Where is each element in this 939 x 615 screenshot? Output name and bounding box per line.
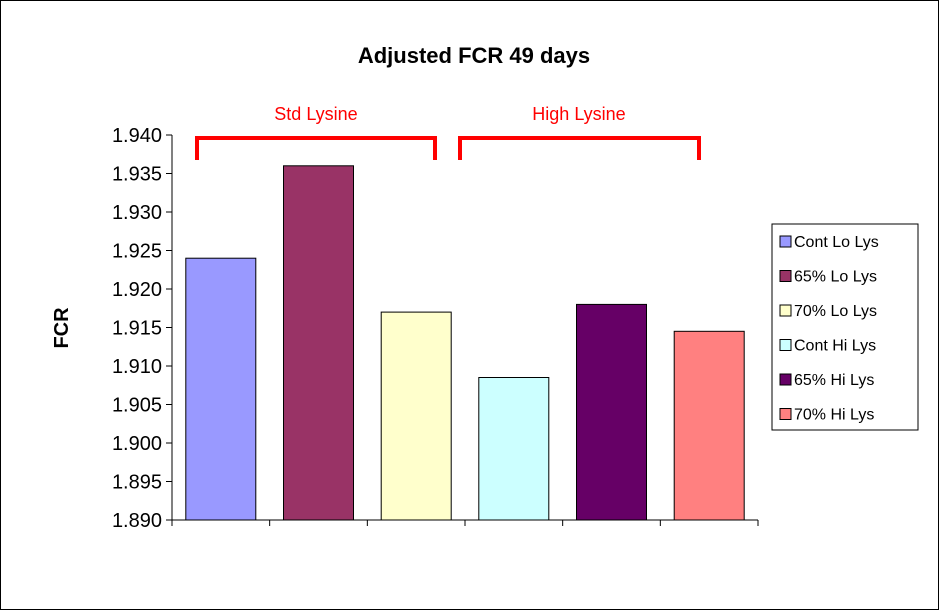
legend-swatch [779, 373, 792, 386]
legend-swatch [779, 270, 792, 282]
bar-6 [673, 330, 745, 521]
y-tick-label: 1.935 [112, 164, 162, 186]
annotation-high-lysine: High Lysine [532, 104, 625, 124]
legend-label: Cont Lo Lys [794, 234, 879, 251]
plot-area [185, 165, 745, 521]
y-tick-label: 1.925 [112, 241, 162, 263]
annotation-std-lysine: Std Lysine [274, 104, 357, 124]
legend-label: 70% Hi Lys [794, 407, 874, 424]
bracket-high-lysine [458, 136, 701, 160]
legend: Cont Lo Lys 65% Lo Lys 70% Lo Lys Cont Hi L… [771, 223, 919, 431]
bar-5 [576, 303, 647, 521]
bar-2 [283, 165, 354, 521]
y-tick-label: 1.910 [112, 356, 162, 378]
y-tick-label: 1.895 [112, 472, 162, 494]
legend-swatch [779, 339, 792, 351]
y-tick-label: 1.920 [112, 279, 162, 301]
y-tick-label: 1.915 [112, 318, 162, 340]
bar-4 [478, 377, 550, 521]
bar-1 [185, 257, 257, 521]
y-axis: 1.940 1.935 1.930 1.925 1.920 1.915 1.910 1.905… [112, 125, 759, 532]
legend-label: 65% Hi Lys [794, 372, 874, 389]
bar-3 [380, 311, 452, 521]
legend-swatch [779, 304, 792, 317]
y-tick-label: 1.930 [112, 202, 162, 224]
chart-title: Adjusted FCR 49 days [358, 43, 590, 68]
y-tick-label: 1.940 [112, 125, 162, 147]
legend-box [771, 223, 919, 431]
legend-label: 65% Lo Lys [794, 269, 877, 286]
bracket-std-lysine [195, 136, 437, 160]
legend-label: Cont Hi Lys [794, 338, 876, 355]
y-axis-label: FCR [51, 307, 73, 349]
y-tick-label: 1.900 [112, 433, 162, 455]
legend-label: 70% Lo Lys [794, 303, 877, 320]
y-tick-label: 1.905 [112, 395, 162, 417]
legend-swatch [779, 235, 792, 248]
y-tick-label: 1.890 [112, 510, 162, 532]
legend-swatch [779, 408, 792, 420]
